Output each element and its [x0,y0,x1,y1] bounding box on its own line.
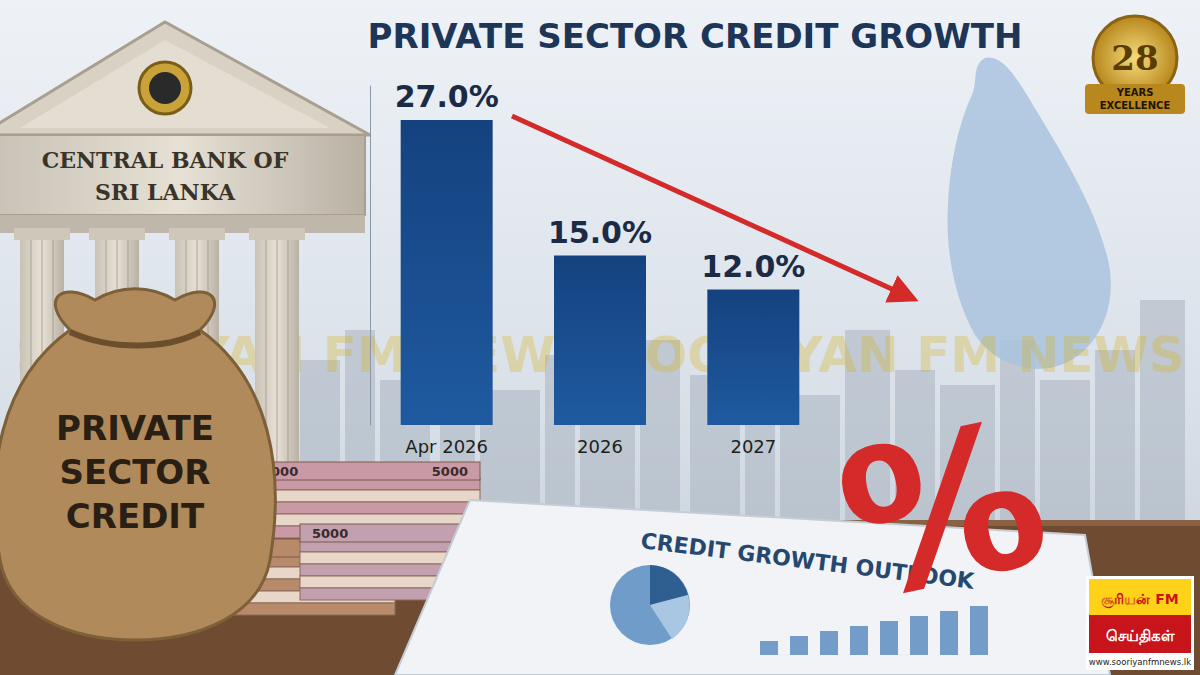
svg-text:5000: 5000 [482,526,518,541]
svg-text:EXCELLENCE: EXCELLENCE [1100,100,1171,111]
svg-text:YEARS: YEARS [1116,87,1154,98]
svg-text:www.sooriyanfmnews.lk: www.sooriyanfmnews.lk [1089,657,1191,667]
svg-text:CENTRAL BANK OF: CENTRAL BANK OF [42,147,289,173]
svg-text:PRIVATE: PRIVATE [56,408,214,448]
svg-text:சூரியன் FM: சூரியன் FM [1101,591,1178,609]
svg-text:செய்திகள்: செய்திகள் [1106,627,1175,646]
svg-text:27.0%: 27.0% [395,79,499,114]
svg-text:5000: 5000 [312,526,348,541]
svg-text:CREDIT: CREDIT [66,496,205,536]
svg-text:12.0%: 12.0% [701,249,805,284]
svg-text:2027: 2027 [730,436,776,457]
svg-text:%: % [821,376,1065,646]
svg-text:SECTOR: SECTOR [60,452,211,492]
svg-text:5000: 5000 [177,541,213,556]
svg-text:28: 28 [1111,38,1158,78]
svg-text:SRI LANKA: SRI LANKA [95,179,236,205]
svg-text:CREDIT GROWTH OUTLOOK: CREDIT GROWTH OUTLOOK [639,528,976,594]
svg-text:15.0%: 15.0% [548,215,652,250]
svg-text:5000: 5000 [432,464,468,479]
svg-text:Apr 2026: Apr 2026 [405,436,488,457]
svg-text:5000: 5000 [347,541,383,556]
svg-text:5000: 5000 [262,464,298,479]
svg-text:2026: 2026 [577,436,623,457]
svg-text:PRIVATE SECTOR CREDIT GROWTH: PRIVATE SECTOR CREDIT GROWTH [368,16,1023,56]
